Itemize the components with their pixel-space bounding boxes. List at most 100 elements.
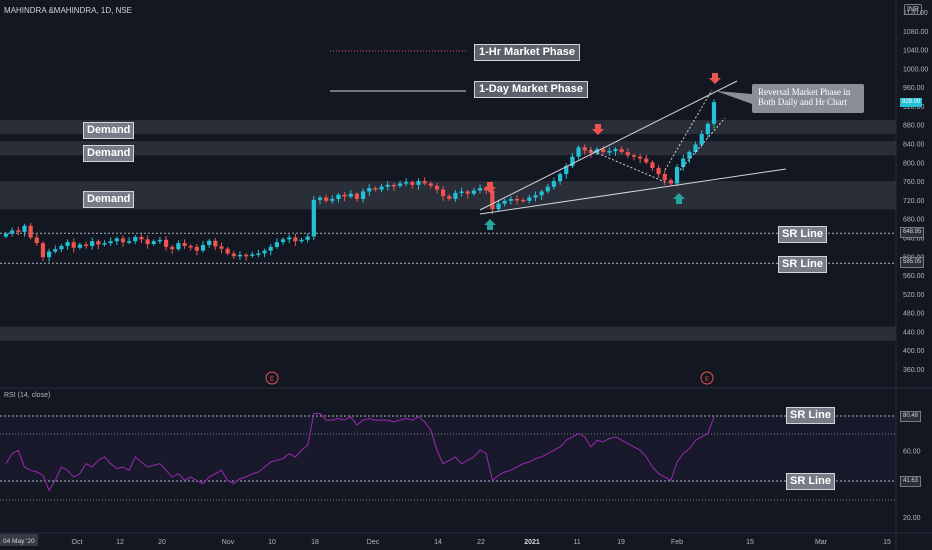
demand-label: Demand [83, 145, 135, 162]
candle-body [459, 191, 464, 193]
phase-label-hr: 1-Hr Market Phase [474, 44, 580, 61]
demand-zone [0, 141, 896, 156]
candle-body [484, 188, 489, 191]
earnings-event-icon [265, 371, 279, 385]
candle-body [176, 243, 181, 250]
candle-body [46, 251, 52, 258]
x-tick-label: 18 [311, 539, 319, 546]
down-arrow-icon [709, 73, 721, 84]
candle-body [416, 181, 421, 185]
sr-line-label: SR Line [778, 256, 827, 273]
rsi-band [0, 416, 896, 484]
candle-body [268, 246, 273, 251]
y-tick-label: 400.00 [903, 348, 925, 355]
up-arrow-icon [484, 219, 496, 230]
demand-zone [0, 326, 896, 341]
phase-label-day: 1-Day Market Phase [474, 81, 588, 98]
candle-body [157, 239, 163, 242]
candle-body [10, 230, 15, 234]
candle-body [219, 246, 224, 249]
demand-zone [0, 120, 896, 135]
candle-body [477, 188, 483, 191]
candle-body [521, 199, 526, 202]
x-tick-label: 14 [434, 539, 442, 546]
currency-badge[interactable]: INR [904, 4, 923, 15]
earnings-event-label: E [705, 377, 709, 383]
candle-body [441, 189, 446, 197]
up-arrow-icon [673, 193, 685, 204]
demand-label: Demand [83, 122, 135, 139]
y-tick-label: 680.00 [903, 217, 925, 224]
x-tick-label: 20 [158, 539, 166, 546]
symbol-title: MAHINDRA &MAHINDRA, 1D, NSE [4, 6, 133, 15]
candle-body [699, 134, 704, 145]
y-tick-label: 1120.00 [903, 10, 928, 17]
sr-price-tag: 648.95 [900, 227, 925, 238]
down-arrow-icon [484, 182, 496, 193]
sr-line-label: SR Line [778, 226, 827, 243]
candle-body [650, 162, 655, 168]
candle-body [336, 194, 341, 199]
candle-body [28, 225, 33, 238]
candle-body [90, 241, 95, 246]
candle-body [447, 196, 452, 199]
candle-body [250, 254, 255, 256]
candle-body [434, 185, 440, 190]
sr-line-label: SR Line [786, 407, 835, 424]
candle-body [539, 191, 544, 196]
candle-body [293, 237, 298, 242]
reversal-callout: Reversal Market Phase in Both Daily and … [752, 84, 864, 113]
candle-body [564, 166, 569, 175]
x-tick-label: 2021 [524, 539, 540, 546]
candle-body [619, 149, 624, 152]
channel-lower-line [479, 168, 787, 215]
x-tick-label: Feb [671, 539, 683, 546]
demand-zone [0, 181, 896, 210]
candle-body [496, 203, 501, 210]
candle-body [367, 188, 372, 192]
candle-body [299, 239, 304, 242]
candle-body [693, 144, 698, 152]
candle-body [545, 186, 550, 192]
candle-body [502, 200, 507, 204]
x-tick-label: 10 [268, 539, 276, 546]
rsi-title: RSI (14, close) [4, 392, 51, 399]
y-tick-label: 440.00 [903, 329, 925, 336]
candle-body [348, 193, 353, 197]
candle-body [465, 191, 470, 194]
callout-pointer [716, 91, 752, 104]
candle-body [83, 244, 89, 247]
y-tick-label: 1080.00 [903, 29, 928, 36]
candle-body [391, 184, 396, 187]
candle-body [102, 243, 107, 245]
candle-body [287, 237, 292, 240]
candle-body [490, 190, 495, 210]
candle-body [354, 193, 360, 199]
channel-upper-line [479, 80, 738, 211]
x-tick-label: Oct [72, 539, 83, 546]
rsi-tick-label: 20.00 [903, 515, 921, 522]
y-tick-label: 640.00 [903, 235, 925, 242]
candle-body [3, 233, 9, 237]
x-tick-label: 15 [746, 539, 754, 546]
candle-body [508, 198, 513, 201]
y-tick-label: 1040.00 [903, 48, 928, 55]
candle-body [108, 241, 113, 244]
y-tick-label: 800.00 [903, 160, 925, 167]
candle-body [705, 123, 710, 135]
x-tick-label: Dec [367, 539, 380, 546]
y-tick-label: 920.00 [903, 104, 925, 111]
candle-body [40, 243, 46, 258]
y-tick-label: 1000.00 [903, 66, 928, 73]
candle-body [404, 182, 409, 184]
candle-body [379, 186, 384, 190]
demand-label: Demand [83, 191, 135, 208]
x-start-label: 04 May '20 [3, 538, 35, 545]
candle-body [428, 183, 433, 186]
candle-body [422, 181, 427, 184]
candle-body [305, 236, 310, 240]
x-tick-label: 12 [116, 539, 124, 546]
candle-body [188, 245, 193, 248]
candle-body [34, 237, 39, 244]
